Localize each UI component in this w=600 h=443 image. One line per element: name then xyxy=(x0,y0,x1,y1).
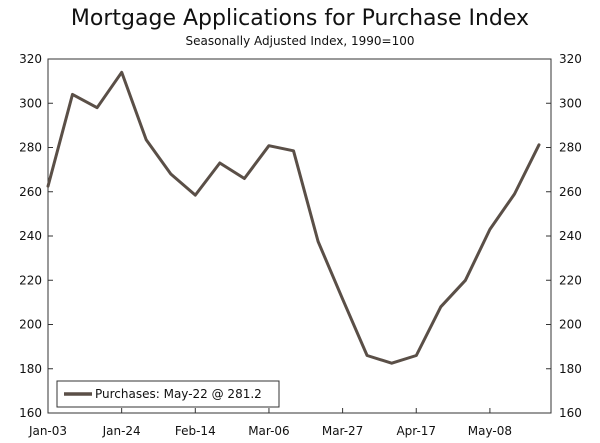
plot-border xyxy=(47,58,552,414)
chart-subtitle: Seasonally Adjusted Index, 1990=100 xyxy=(185,34,415,48)
y-tick-label-right: 220 xyxy=(559,273,582,287)
legend: Purchases: May-22 @ 281.2 xyxy=(56,380,280,408)
y-tick-label-left: 320 xyxy=(19,52,42,66)
y-tick-label-right: 280 xyxy=(559,141,582,155)
series-layer xyxy=(46,70,541,365)
series-line-purchases xyxy=(46,70,541,365)
y-tick-label-right: 320 xyxy=(559,52,582,66)
y-tick-label-left: 180 xyxy=(19,362,42,376)
legend-label: Purchases: May-22 @ 281.2 xyxy=(95,387,262,401)
y-tick-label-left: 300 xyxy=(19,96,42,110)
y-tick-label-left: 240 xyxy=(19,229,42,243)
y-tick-label-right: 300 xyxy=(559,96,582,110)
y-axis-left: 160 180 200 220 240 260 280 300 320 xyxy=(19,52,53,420)
y-tick-label-right: 180 xyxy=(559,362,582,376)
x-tick-label: Feb-14 xyxy=(175,424,216,438)
x-tick-label: Mar-06 xyxy=(248,424,289,438)
y-tick-label-right: 200 xyxy=(559,318,582,332)
y-tick-label-right: 160 xyxy=(559,406,582,420)
y-tick-label-left: 280 xyxy=(19,141,42,155)
y-tick-label-left: 160 xyxy=(19,406,42,420)
x-tick-label: Mar-27 xyxy=(322,424,363,438)
x-tick-label: Jan-24 xyxy=(102,424,141,438)
legend-box xyxy=(56,380,280,408)
x-tick-label: Jan-03 xyxy=(28,424,67,438)
y-tick-label-left: 260 xyxy=(19,185,42,199)
y-tick-label-right: 240 xyxy=(559,229,582,243)
x-tick-label: Apr-17 xyxy=(396,424,436,438)
y-tick-label-left: 220 xyxy=(19,273,42,287)
x-tick-label: May-08 xyxy=(468,424,512,438)
y-tick-label-left: 200 xyxy=(19,318,42,332)
chart-title: Mortgage Applications for Purchase Index xyxy=(70,6,530,31)
y-tick-label-right: 260 xyxy=(559,185,582,199)
plot-frame xyxy=(47,58,552,414)
y-axis-right: 160 180 200 220 240 260 280 300 320 xyxy=(546,52,582,420)
x-axis: Jan-03 Jan-24 Feb-14 Mar-06 Mar-27 Apr-17 May-… xyxy=(28,408,512,438)
